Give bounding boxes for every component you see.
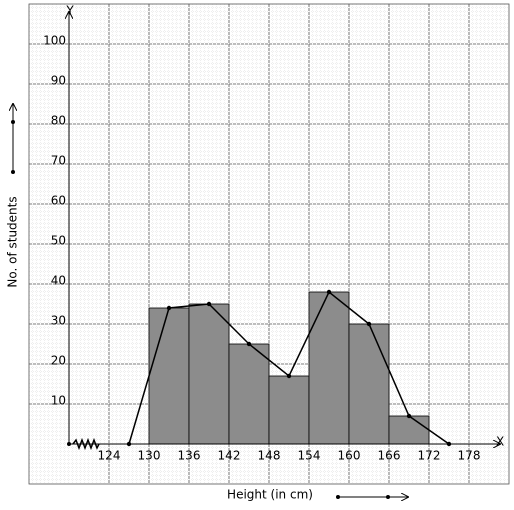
y-tick-label: 30	[51, 314, 66, 328]
y-axis-title: No. of students	[6, 196, 20, 287]
point	[366, 321, 372, 327]
point	[246, 341, 252, 347]
y-tick-label: 60	[51, 194, 66, 208]
bar	[228, 343, 270, 445]
arrow-dot	[336, 495, 340, 499]
y-axis-letter: Y	[65, 4, 74, 18]
x-axis-title: Height (in cm)	[227, 488, 313, 502]
origin	[67, 442, 71, 446]
arrow-dot	[11, 170, 15, 174]
x-tick-label: 154	[298, 449, 321, 463]
y-tick-label: 40	[51, 274, 66, 288]
point	[406, 413, 412, 419]
x-tick-label: 178	[458, 449, 481, 463]
bar	[308, 291, 350, 445]
x-tick-label: 166	[378, 449, 401, 463]
bar	[148, 307, 190, 445]
x-tick-label: 136	[178, 449, 201, 463]
x-tick-label: 130	[138, 449, 161, 463]
x-tick-label: 172	[418, 449, 441, 463]
bar	[188, 303, 230, 445]
x-tick-label: 124	[98, 449, 121, 463]
x-tick-label: 160	[338, 449, 361, 463]
y-tick-label: 70	[51, 154, 66, 168]
y-tick-label: 20	[51, 354, 66, 368]
x-axis-letter: X	[496, 435, 504, 449]
bar	[388, 415, 430, 445]
bar	[348, 323, 390, 445]
point	[166, 305, 172, 311]
y-tick-label: 80	[51, 114, 66, 128]
y-tick-label: 100	[43, 34, 66, 48]
y-tick-label: 90	[51, 74, 66, 88]
arrow-dot	[11, 120, 15, 124]
axis-break	[72, 437, 100, 451]
point	[206, 301, 212, 307]
bar	[268, 375, 310, 445]
arrow-dot	[386, 495, 390, 499]
x-tick-label: 148	[258, 449, 281, 463]
x-tick-label: 142	[218, 449, 241, 463]
point	[286, 373, 292, 379]
y-tick-label: 50	[51, 234, 66, 248]
point	[326, 289, 332, 295]
y-tick-label: 10	[51, 394, 66, 408]
